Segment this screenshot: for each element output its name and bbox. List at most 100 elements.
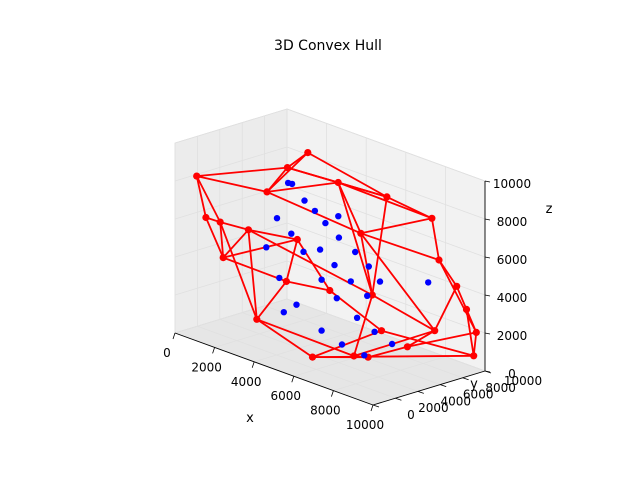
hull-vertices — [193, 149, 480, 361]
y-tick-0 — [372, 404, 380, 408]
hull-edge — [433, 285, 458, 332]
data-point — [318, 276, 325, 283]
grid-x-floor-3 — [293, 341, 406, 377]
hull-edge — [430, 217, 440, 261]
hull-edge — [195, 175, 222, 224]
data-point — [276, 274, 283, 282]
hull-vertex — [304, 149, 312, 157]
hull-edge — [359, 217, 433, 235]
hull-edge — [195, 166, 289, 178]
hull-vertex — [428, 214, 436, 222]
hull-edge — [255, 318, 355, 357]
y-tick-2 — [417, 391, 424, 394]
z-axis-label: z — [546, 202, 553, 217]
x-tick-4 — [331, 390, 334, 397]
pane-yz — [174, 108, 288, 334]
data-point — [338, 341, 346, 348]
hull-edge — [204, 216, 225, 259]
hull-vertex — [403, 343, 411, 351]
y-tick-label: 10000 — [504, 374, 542, 388]
data-point — [311, 207, 319, 215]
hull-edge — [371, 294, 436, 332]
hull-edge — [337, 181, 433, 220]
y-tick-label: 6000 — [463, 388, 494, 402]
x-tick-1 — [212, 347, 215, 354]
z-tick-1 — [484, 332, 491, 335]
hull-edge — [219, 221, 225, 259]
y-tick-label: 8000 — [485, 381, 516, 395]
data-point — [333, 295, 340, 302]
hull-edge — [472, 331, 478, 357]
hull-edge — [406, 329, 436, 348]
data-point — [376, 278, 384, 285]
grid-y-floor-1 — [197, 325, 396, 399]
x-tick-label: 2000 — [191, 360, 222, 374]
hull-vertex — [244, 226, 252, 234]
hull-vertex — [470, 352, 478, 360]
hull-edge — [195, 175, 268, 193]
grid-z-back-1 — [286, 260, 486, 334]
hull-edge — [247, 228, 258, 321]
y-tick-3 — [440, 384, 447, 387]
grid-z-back-3 — [286, 184, 486, 258]
hull-edge — [195, 175, 207, 219]
hull-edge — [222, 256, 288, 283]
hull-edge — [359, 232, 436, 332]
hull-edge — [367, 345, 409, 359]
hull-edge — [406, 331, 478, 348]
hull-vertex — [308, 353, 317, 361]
data-point — [388, 340, 396, 348]
y-tick-5 — [484, 370, 492, 374]
hull-edge — [311, 329, 383, 359]
hull-edge — [359, 232, 440, 261]
x-tick-3 — [291, 376, 295, 383]
data-point — [361, 352, 368, 359]
z-tick-5 — [484, 180, 491, 183]
y-axis-line — [372, 370, 486, 406]
hull-edge — [306, 151, 388, 198]
interior-points — [263, 179, 432, 359]
grid-z-left-1 — [174, 260, 288, 296]
grid-x-floor-2 — [254, 327, 367, 363]
data-point — [353, 314, 361, 321]
grid-y-floor-4 — [264, 305, 463, 379]
data-point — [280, 309, 287, 316]
grid-x-floor-1 — [214, 313, 327, 348]
x-tick-label: 8000 — [310, 404, 341, 418]
hull-edge — [222, 228, 250, 259]
y-tick-label: 2000 — [418, 401, 449, 415]
y-axis-label: y — [470, 377, 478, 392]
hull-vertex — [368, 291, 376, 299]
hull-edge — [455, 285, 468, 311]
grid-y-floor-3 — [242, 312, 441, 385]
hull-vertex — [253, 315, 261, 323]
hull-vertex — [219, 254, 227, 262]
hull-edge — [352, 294, 374, 357]
hull-vertex — [334, 178, 342, 187]
hull-edge — [222, 238, 299, 259]
grid-z-back-2 — [286, 222, 486, 296]
hull-vertex — [377, 327, 386, 335]
hull-edge — [337, 181, 388, 198]
z-tick-label: 0 — [508, 367, 516, 381]
y-tick-4 — [462, 377, 469, 381]
data-point — [322, 219, 329, 227]
hull-vertex — [202, 213, 210, 222]
data-point — [301, 197, 308, 204]
z-tick-3 — [484, 256, 491, 259]
y-tick-label: 4000 — [441, 394, 472, 408]
hull-vertex — [283, 164, 291, 172]
hull-edge — [285, 280, 331, 292]
data-point — [365, 263, 372, 270]
hull-vertex — [462, 305, 471, 313]
grid-z-back-5 — [286, 108, 486, 182]
z-tick-label: 6000 — [497, 253, 528, 267]
grid-x-floor-4 — [333, 356, 446, 391]
hull-edges — [195, 151, 478, 359]
hull-vertex — [293, 235, 301, 244]
x-tick-label: 10000 — [346, 418, 384, 432]
data-point — [347, 278, 354, 285]
data-point — [273, 215, 281, 222]
